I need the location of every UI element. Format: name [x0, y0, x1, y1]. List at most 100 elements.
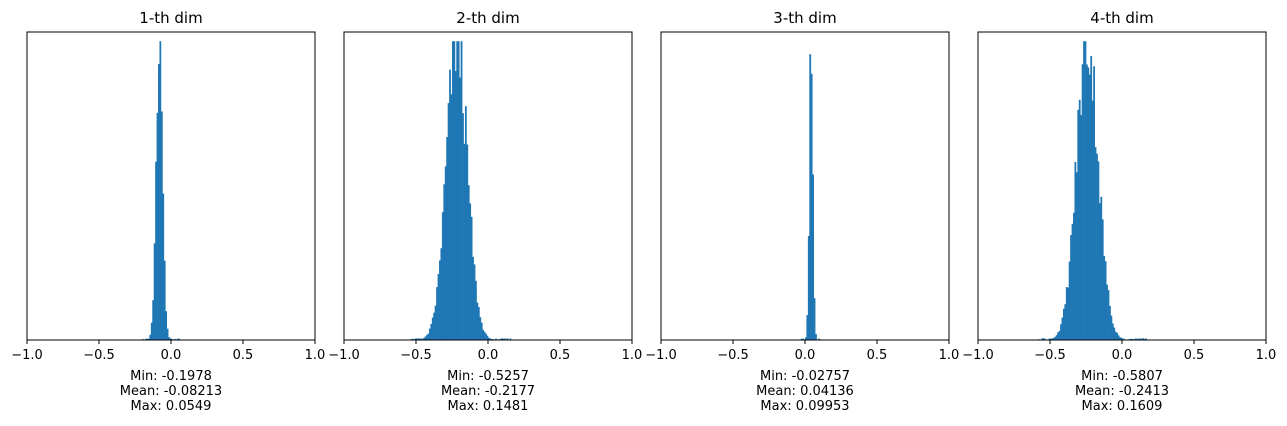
x-tick-label: 0.5: [1184, 348, 1205, 363]
histogram-bar: [1100, 196, 1103, 340]
histogram-bar: [456, 41, 459, 341]
histogram-bar: [800, 338, 803, 340]
axes-frame: [660, 31, 950, 341]
histogram-bar: [441, 212, 444, 340]
axes-frame: [977, 31, 1267, 341]
histogram-bar: [1111, 323, 1114, 340]
histogram-bar: [411, 338, 414, 340]
histogram-bar: [815, 334, 817, 340]
histogram-bars: [410, 41, 512, 341]
histogram-bar: [169, 338, 172, 340]
histogram-bar: [463, 143, 466, 340]
histogram-bar: [156, 112, 159, 340]
x-tick-label: 0.5: [233, 348, 254, 363]
x-tick-label: 1.0: [622, 348, 643, 363]
histogram-panel-2: 2-th dim −1.0 −0.5 0.0 0.5 1.0 Min: -0.5257Mea…: [328, 9, 642, 414]
histogram-bar: [1081, 64, 1084, 341]
histogram-bar: [145, 338, 147, 340]
histogram-bar: [433, 312, 436, 340]
histogram-bar: [1101, 219, 1104, 340]
histogram-bars: [1038, 41, 1147, 341]
histogram-bar: [460, 41, 463, 341]
histogram-bar: [1065, 287, 1068, 340]
histogram-bar: [1129, 338, 1131, 340]
histogram-bar: [1091, 100, 1094, 341]
histogram-bar: [1120, 337, 1123, 340]
x-tick-label: 1.0: [939, 348, 960, 363]
histogram-bar: [163, 260, 166, 340]
histogram-bar: [437, 273, 440, 340]
histogram-bar: [1130, 338, 1133, 340]
histogram-bar: [1090, 56, 1093, 340]
histogram-bar: [1119, 337, 1121, 340]
stat-min: Min: -0.1978: [130, 369, 212, 384]
x-tick-label: 0.5: [867, 348, 888, 363]
histogram-bar: [1122, 338, 1124, 340]
histogram-bar: [1142, 338, 1144, 340]
x-tick-label: 0.0: [478, 348, 499, 363]
histogram-bar: [473, 264, 476, 340]
histogram-bar: [1070, 235, 1072, 340]
histogram-bar: [459, 77, 461, 340]
histogram-bar: [1097, 161, 1100, 340]
histogram-bar: [1116, 332, 1119, 340]
histogram-bar: [1093, 66, 1095, 340]
histogram-bar: [1048, 338, 1051, 340]
histogram-bar: [1087, 67, 1090, 340]
histogram-bar: [1110, 315, 1113, 340]
histogram-bar: [162, 193, 165, 340]
histogram-bar: [1055, 335, 1058, 340]
histogram-bar: [488, 337, 490, 340]
histogram-bar: [1113, 327, 1116, 340]
x-tick-label: −0.5: [83, 348, 115, 363]
histogram-bar: [1050, 338, 1052, 340]
histogram-bar: [176, 338, 179, 340]
histogram-bar: [155, 161, 157, 340]
histogram-bar: [1094, 147, 1097, 340]
stat-max: Max: 0.0549: [131, 399, 212, 414]
histogram-bar: [423, 337, 425, 340]
histogram-bar: [1061, 317, 1064, 340]
histogram-bar: [1134, 338, 1137, 340]
stat-mean: Mean: -0.2413: [1075, 384, 1169, 399]
x-tick-label: −1.0: [645, 348, 677, 363]
x-tick-label: 0.0: [795, 348, 816, 363]
histogram-bar: [424, 336, 427, 340]
histogram-bar: [1143, 338, 1146, 340]
histogram-bar: [444, 166, 447, 340]
histogram-bar: [1060, 324, 1062, 340]
histogram-bar: [809, 54, 812, 341]
histogram-bar: [1086, 64, 1088, 341]
stat-mean: Mean: 0.04136: [756, 384, 854, 399]
stat-max: Max: 0.09953: [760, 399, 849, 414]
histogram-bar: [1088, 74, 1091, 341]
histogram-bar: [436, 287, 438, 340]
histogram-bar: [464, 106, 467, 340]
x-tick-label: 0.5: [550, 348, 571, 363]
stat-mean: Mean: -0.08213: [120, 384, 222, 399]
histogram-bar: [1137, 338, 1140, 340]
histogram-bar: [480, 322, 483, 340]
histogram-bar: [1071, 223, 1074, 340]
histogram-bar: [173, 338, 176, 340]
histogram-bar: [479, 317, 482, 340]
histogram-bar: [502, 338, 505, 340]
histogram-bar: [178, 338, 180, 340]
x-tick-label: 0.0: [161, 348, 182, 363]
histogram-bar: [1075, 172, 1078, 340]
histogram-bar: [1107, 290, 1110, 340]
histogram-bar: [806, 315, 809, 340]
panel-title: 4-th dim: [1090, 9, 1153, 27]
histogram-bar: [1077, 109, 1080, 340]
histogram-bar: [418, 338, 421, 340]
stat-min: Min: -0.5257: [447, 369, 529, 384]
histogram-bar: [147, 338, 150, 340]
histogram-bar: [1058, 330, 1061, 340]
x-tick-label: 1.0: [305, 348, 326, 363]
x-tick-label: 0.0: [1112, 348, 1133, 363]
histogram-bar: [476, 302, 479, 340]
histogram-bar: [486, 335, 489, 340]
histogram-bar: [812, 174, 814, 340]
histogram-bar: [427, 333, 430, 340]
